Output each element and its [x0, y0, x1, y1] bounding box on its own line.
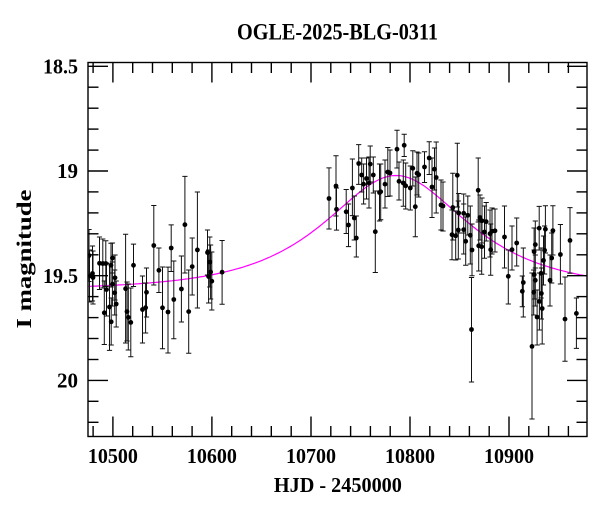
- svg-text:10600: 10600: [187, 444, 237, 468]
- svg-text:19: 19: [57, 159, 78, 183]
- svg-text:20: 20: [57, 369, 78, 393]
- svg-text:10500: 10500: [88, 444, 138, 468]
- svg-text:10800: 10800: [385, 444, 435, 468]
- svg-text:OGLE-2025-BLG-0311: OGLE-2025-BLG-0311: [237, 19, 438, 44]
- svg-text:19.5: 19.5: [43, 264, 78, 288]
- svg-text:I magnitude: I magnitude: [12, 190, 36, 329]
- svg-text:10900: 10900: [484, 444, 534, 468]
- svg-text:HJD - 2450000: HJD - 2450000: [274, 473, 402, 497]
- svg-text:10700: 10700: [286, 444, 336, 468]
- svg-text:18.5: 18.5: [43, 55, 78, 79]
